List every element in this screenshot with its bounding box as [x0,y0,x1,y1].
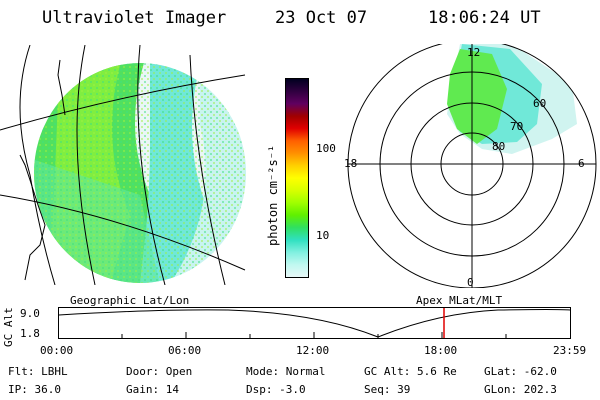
x-tick-0600: 06:00 [168,344,202,357]
colorbar-label: photon cm⁻²s⁻¹ [266,144,280,246]
timeline-right-label: Apex MLat/MLT [416,294,503,307]
date-label: 23 Oct 07 [275,8,368,28]
y-tick-high: 9.0 [20,307,40,320]
mlt-label-0: 0 [467,276,474,289]
info-glat: GLat: -62.0 [484,365,557,378]
instrument-title: Ultraviolet Imager [42,8,227,28]
colorbar [285,78,309,278]
altitude-timeline [58,307,571,339]
info-seq: Seq: 39 [364,383,411,396]
info-filter: Flt: LBHL [8,365,68,378]
x-tick-2359: 23:59 [553,344,587,357]
polar-aurora [447,44,577,154]
info-mode: Mode: Normal [246,365,326,378]
time-label: 18:06:24 UT [428,8,541,28]
lat-label-70: 70 [510,120,524,133]
info-door: Door: Open [126,365,193,378]
y-tick-low: 1.8 [20,327,40,340]
timeline-left-label: Geographic Lat/Lon [70,294,190,307]
mlt-label-18: 18 [344,157,358,170]
colorbar-tick-10: 10 [316,229,330,242]
geographic-map [0,45,246,285]
timeline-axis-title: GC Alt [2,307,15,347]
info-gain: Gain: 14 [126,383,179,396]
mlt-label-12: 12 [467,46,481,59]
info-ip: IP: 36.0 [8,383,61,396]
x-tick-0000: 00:00 [40,344,74,357]
lat-label-60: 60 [533,97,547,110]
aurora-disk [34,63,246,283]
colorbar-tick-100: 100 [316,142,336,155]
info-gc-alt: GC Alt: 5.6 Re [364,365,457,378]
info-glon: GLon: 202.3 [484,383,557,396]
x-tick-1800: 18:00 [424,344,458,357]
x-tick-1200: 12:00 [296,344,330,357]
mlt-label-6: 6 [578,157,585,170]
polar-plot [347,44,597,288]
lat-label-80: 80 [492,140,506,153]
info-dsp: Dsp: -3.0 [246,383,306,396]
